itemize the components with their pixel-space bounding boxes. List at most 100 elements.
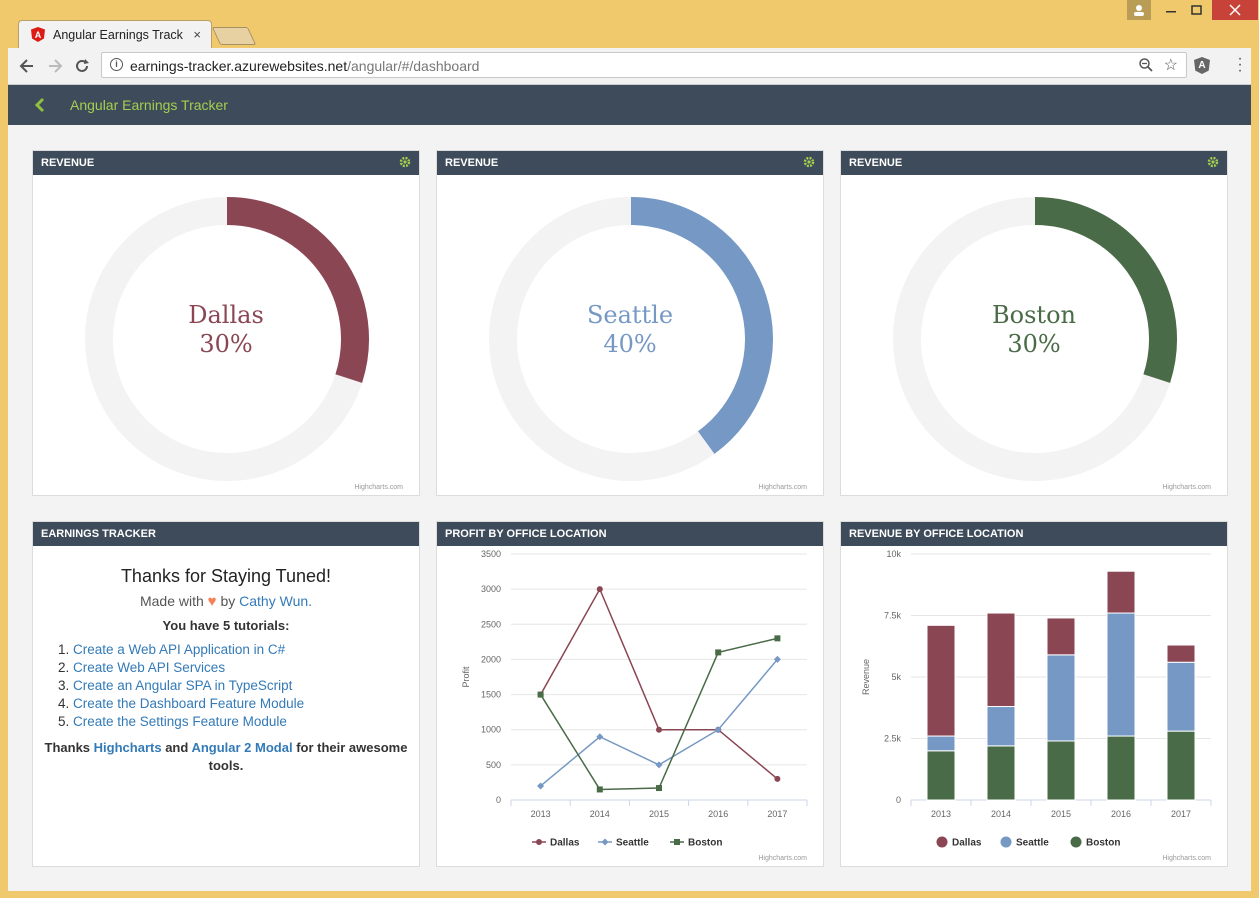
list-item: Create a Web API Application in C# <box>73 641 419 659</box>
tutorial-link[interactable]: Create the Dashboard Feature Module <box>73 696 305 711</box>
legend-label[interactable]: Boston <box>1086 838 1120 849</box>
x-tick-label: 2015 <box>649 809 669 819</box>
bar-segment-dallas[interactable] <box>986 612 1016 708</box>
zoom-icon[interactable] <box>1138 57 1154 76</box>
tutorial-link[interactable]: Create Web API Services <box>73 660 226 675</box>
legend-label[interactable]: Dallas <box>550 838 580 849</box>
browser-tab[interactable]: A Angular Earnings Tracker × <box>18 20 212 48</box>
card-title: EARNINGS TRACKER <box>41 528 156 540</box>
gear-icon[interactable] <box>1207 156 1219 168</box>
legend-label[interactable]: Seattle <box>1016 838 1049 849</box>
forward-icon[interactable] <box>45 56 65 76</box>
made-with-line: Made with ♥ by Cathy Wun. <box>33 593 419 610</box>
and-text: and <box>165 740 189 755</box>
bar-segment-dallas[interactable] <box>1106 570 1136 614</box>
bar-segment-dallas[interactable] <box>1166 644 1196 663</box>
info-icon[interactable]: i <box>110 58 123 71</box>
bar-segment-dallas[interactable] <box>1046 617 1076 656</box>
bar-segment-boston[interactable] <box>986 745 1016 801</box>
donut-chart <box>85 197 369 481</box>
y-tick-label: 0 <box>496 795 501 805</box>
y-tick-label: 10k <box>886 549 901 559</box>
legend-label[interactable]: Seattle <box>616 838 649 849</box>
donut-slice[interactable] <box>226 197 369 383</box>
new-tab-button[interactable] <box>211 27 257 45</box>
donut-slice[interactable] <box>1034 197 1177 383</box>
thanks-heading: Thanks for Staying Tuned! <box>120 566 332 586</box>
donut-percent: 30% <box>1007 330 1061 358</box>
maximize-icon[interactable] <box>1182 0 1212 20</box>
x-tick-label: 2014 <box>991 809 1011 819</box>
legend-label[interactable]: Dallas <box>952 838 982 849</box>
bar-segment-boston[interactable] <box>1046 740 1076 801</box>
made-with-text: Made with <box>139 593 204 609</box>
bar-segment-seattle[interactable] <box>1106 612 1136 737</box>
x-tick-label: 2017 <box>1171 809 1191 819</box>
bar-segment-seattle[interactable] <box>1166 661 1196 732</box>
revenue-card-seattle: REVENUE Seattle 40% Highcharts.com <box>436 150 824 496</box>
earnings-tracker-card: EARNINGS TRACKER Thanks for Staying Tune… <box>32 521 420 867</box>
data-point <box>774 775 781 782</box>
bar-segment-boston[interactable] <box>926 750 956 801</box>
bar-segment-seattle[interactable] <box>926 735 956 752</box>
legend-marker <box>601 838 609 846</box>
tutorial-link[interactable]: Create a Web API Application in C# <box>73 642 286 657</box>
minimize-icon[interactable] <box>1156 0 1186 20</box>
card-title: REVENUE <box>41 157 95 169</box>
bookmark-star-icon[interactable]: ☆ <box>1163 57 1178 74</box>
author-link[interactable]: Cathy Wun. <box>239 593 313 609</box>
x-tick-label: 2016 <box>1111 809 1131 819</box>
data-point <box>656 785 662 792</box>
bar-segment-boston[interactable] <box>1166 730 1196 801</box>
card-title: REVENUE BY OFFICE LOCATION <box>849 528 1024 540</box>
angular-extension-icon[interactable]: A <box>1194 57 1210 74</box>
tab-close-icon[interactable]: × <box>193 27 201 42</box>
donut-slice[interactable] <box>630 197 773 454</box>
gear-icon[interactable] <box>803 156 815 168</box>
highcharts-credit[interactable]: Highcharts.com <box>354 484 403 491</box>
app-title: Angular Earnings Tracker <box>70 97 228 113</box>
x-tick-label: 2013 <box>931 809 951 819</box>
bar-segment-dallas[interactable] <box>926 624 956 737</box>
reload-icon[interactable] <box>72 56 92 76</box>
highcharts-credit[interactable]: Highcharts.com <box>758 484 807 491</box>
window-close-icon[interactable] <box>1212 0 1258 20</box>
legend-label[interactable]: Boston <box>688 838 722 849</box>
x-tick-label: 2017 <box>767 809 787 819</box>
x-tick-label: 2016 <box>708 809 728 819</box>
tutorial-link[interactable]: Create the Settings Feature Module <box>73 714 287 729</box>
x-tick-label: 2013 <box>531 809 551 819</box>
highcharts-credit[interactable]: Highcharts.com <box>1162 855 1211 862</box>
y-tick-label: 1500 <box>481 690 501 700</box>
tutorial-list: Create a Web API Application in C# Creat… <box>33 641 419 731</box>
data-point <box>715 649 722 656</box>
gear-icon[interactable] <box>399 156 411 168</box>
donut-city: Dallas <box>188 301 264 329</box>
data-point <box>655 761 663 769</box>
x-tick-label: 2015 <box>1051 809 1071 819</box>
highcharts-link[interactable]: Highcharts <box>93 740 162 755</box>
bar-segment-boston[interactable] <box>1106 735 1136 801</box>
list-item: Create Web API Services <box>73 659 419 677</box>
profile-icon[interactable] <box>1127 0 1151 20</box>
back-icon[interactable] <box>17 56 37 76</box>
angular-modal-link[interactable]: Angular 2 Modal <box>191 740 293 755</box>
legend-marker <box>536 839 542 845</box>
data-point <box>774 635 781 642</box>
browser-toolbar: i earnings-tracker.azurewebsites.net/ang… <box>8 48 1251 85</box>
donut-percent: 30% <box>199 330 253 358</box>
thanks-tail-text: for their awesome tools. <box>208 740 408 773</box>
browser-menu-icon[interactable]: · · · <box>1237 50 1243 79</box>
app-header: Angular Earnings Tracker <box>8 85 1251 125</box>
tutorial-link[interactable]: Create an Angular SPA in TypeScript <box>73 678 293 693</box>
highcharts-credit[interactable]: Highcharts.com <box>758 855 807 862</box>
bar-segment-seattle[interactable] <box>986 706 1016 747</box>
back-chevron-icon[interactable] <box>33 97 49 113</box>
by-text: by <box>220 593 236 609</box>
bar-segment-seattle[interactable] <box>1046 654 1076 742</box>
data-point <box>714 726 722 734</box>
address-bar[interactable]: i earnings-tracker.azurewebsites.net/ang… <box>101 52 1187 78</box>
url-host: earnings-tracker.azurewebsites.net <box>130 58 348 74</box>
tab-title: Angular Earnings Tracker <box>53 28 183 42</box>
highcharts-credit[interactable]: Highcharts.com <box>1162 484 1211 491</box>
